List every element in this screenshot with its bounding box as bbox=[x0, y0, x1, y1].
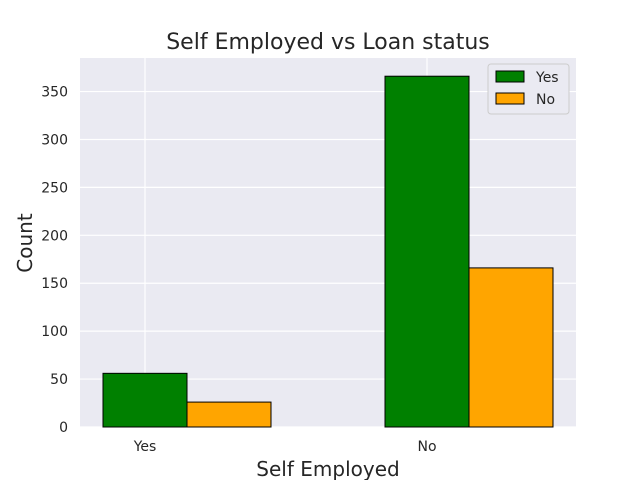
x-tick-label: Yes bbox=[133, 439, 157, 455]
y-tick-label: 100 bbox=[41, 324, 68, 340]
x-tick-label: No bbox=[417, 439, 436, 455]
x-axis-label: Self Employed bbox=[256, 457, 399, 480]
legend-swatch-no bbox=[495, 92, 525, 105]
legend-label-yes: Yes bbox=[535, 70, 559, 86]
legend-swatch-yes bbox=[495, 70, 525, 83]
legend-label-no: No bbox=[536, 92, 555, 108]
bar-yes-yes bbox=[102, 372, 188, 428]
y-tick-label: 200 bbox=[41, 228, 68, 244]
y-tick-label: 0 bbox=[59, 420, 68, 436]
bars bbox=[102, 75, 554, 428]
bar-yes-no bbox=[186, 401, 272, 428]
chart-title: Self Employed vs Loan status bbox=[166, 30, 490, 55]
bar-no-yes bbox=[384, 75, 470, 428]
y-tick-label: 50 bbox=[50, 372, 68, 388]
y-axis-label: Count bbox=[13, 213, 37, 273]
y-tick-label: 300 bbox=[41, 132, 68, 148]
x-axis-ticks: Yes No bbox=[133, 439, 437, 455]
y-tick-label: 150 bbox=[41, 276, 68, 292]
y-axis-ticks: 0 50 100 150 200 250 300 350 bbox=[41, 85, 68, 436]
y-tick-label: 250 bbox=[41, 180, 68, 196]
legend: Yes No bbox=[487, 63, 570, 115]
bar-no-no bbox=[468, 267, 554, 428]
y-tick-label: 350 bbox=[41, 85, 68, 101]
